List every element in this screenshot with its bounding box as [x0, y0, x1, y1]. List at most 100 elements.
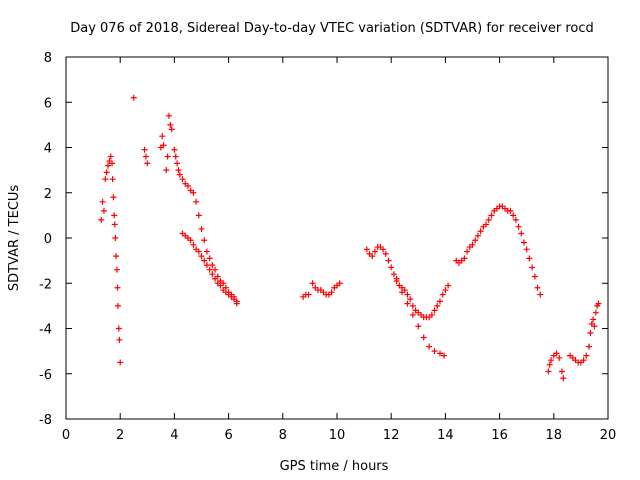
data-point	[415, 323, 422, 330]
data-point	[546, 361, 553, 368]
data-point	[441, 352, 448, 359]
y-tick-label: 2	[44, 187, 52, 202]
x-tick-label: 20	[600, 428, 617, 443]
data-point	[212, 275, 219, 282]
data-point	[117, 359, 124, 366]
data-point	[187, 237, 194, 244]
data-point	[115, 325, 122, 332]
x-tick-label: 18	[546, 428, 563, 443]
x-tick-label: 12	[383, 428, 400, 443]
data-point	[439, 291, 446, 298]
chart-title: Day 076 of 2018, Sidereal Day-to-day VTE…	[70, 21, 594, 36]
data-point	[198, 253, 205, 260]
data-point	[176, 171, 183, 178]
data-point	[488, 212, 495, 219]
y-tick-label: -4	[39, 323, 52, 338]
x-tick-label: 16	[491, 428, 508, 443]
data-point	[399, 289, 406, 296]
data-point	[380, 246, 387, 253]
data-point	[206, 255, 213, 262]
data-point	[98, 216, 105, 223]
data-point	[595, 300, 602, 307]
data-point	[195, 212, 202, 219]
data-point	[382, 250, 389, 257]
data-point	[472, 237, 479, 244]
data-point	[483, 221, 490, 228]
data-point	[164, 153, 171, 160]
data-point	[203, 262, 210, 269]
data-point	[179, 176, 186, 183]
data-point	[409, 302, 416, 309]
data-point	[431, 348, 438, 355]
data-point	[110, 194, 117, 201]
data-point	[111, 212, 118, 219]
data-point	[116, 336, 123, 343]
data-point	[109, 176, 116, 183]
data-point	[404, 291, 411, 298]
y-axis-label: SDTVAR / TECUs	[7, 185, 22, 292]
data-point	[209, 262, 216, 269]
data-point	[115, 302, 122, 309]
y-tick-label: -2	[39, 277, 52, 292]
data-point	[428, 311, 435, 318]
data-point	[592, 309, 599, 316]
data-point	[336, 280, 343, 287]
data-point	[144, 160, 151, 167]
data-point	[537, 291, 544, 298]
data-point	[172, 153, 179, 160]
y-tick-label: -8	[39, 413, 52, 428]
data-point	[193, 198, 200, 205]
data-point	[461, 255, 468, 262]
data-point	[518, 230, 525, 237]
axes: 0 2 4 6 8 10 12 14 16 18 20 -8 -6 -4 -2 0 2 4 6 8	[39, 51, 616, 443]
data-point	[111, 221, 118, 228]
data-point	[591, 323, 598, 330]
x-axis-label: GPS time / hours	[280, 459, 389, 474]
data-point	[102, 176, 109, 183]
data-point	[114, 284, 121, 291]
data-point	[558, 368, 565, 375]
data-point	[167, 121, 174, 128]
data-point	[515, 223, 522, 230]
data-point	[363, 246, 370, 253]
data-point	[165, 112, 172, 119]
data-points	[98, 94, 602, 382]
data-point	[371, 248, 378, 255]
data-point	[586, 343, 593, 350]
data-point	[469, 241, 476, 248]
data-point	[409, 311, 416, 318]
plot-frame	[65, 56, 609, 420]
data-point	[160, 142, 167, 149]
data-point	[100, 207, 107, 214]
data-point	[190, 189, 197, 196]
x-tick-label: 2	[116, 428, 124, 443]
data-point	[474, 232, 481, 239]
x-tick-label: 6	[224, 428, 232, 443]
data-point	[477, 228, 484, 235]
y-tick-label: 4	[44, 142, 52, 157]
data-point	[556, 354, 563, 361]
data-point	[520, 239, 527, 246]
y-tick-label: 8	[44, 51, 52, 66]
data-point	[212, 266, 219, 273]
data-point	[195, 248, 202, 255]
data-point	[580, 357, 587, 364]
data-point	[168, 126, 175, 133]
data-point	[390, 271, 397, 278]
data-point	[553, 350, 560, 357]
data-point	[436, 350, 443, 357]
data-point	[105, 162, 112, 169]
data-point	[534, 284, 541, 291]
data-point	[175, 167, 182, 174]
data-point	[203, 248, 210, 255]
data-point	[426, 343, 433, 350]
data-point	[523, 246, 530, 253]
data-point	[163, 167, 170, 174]
data-point	[590, 316, 597, 323]
data-point	[142, 153, 149, 160]
data-point	[206, 266, 213, 273]
data-point	[113, 266, 120, 273]
x-tick-label: 8	[279, 428, 287, 443]
